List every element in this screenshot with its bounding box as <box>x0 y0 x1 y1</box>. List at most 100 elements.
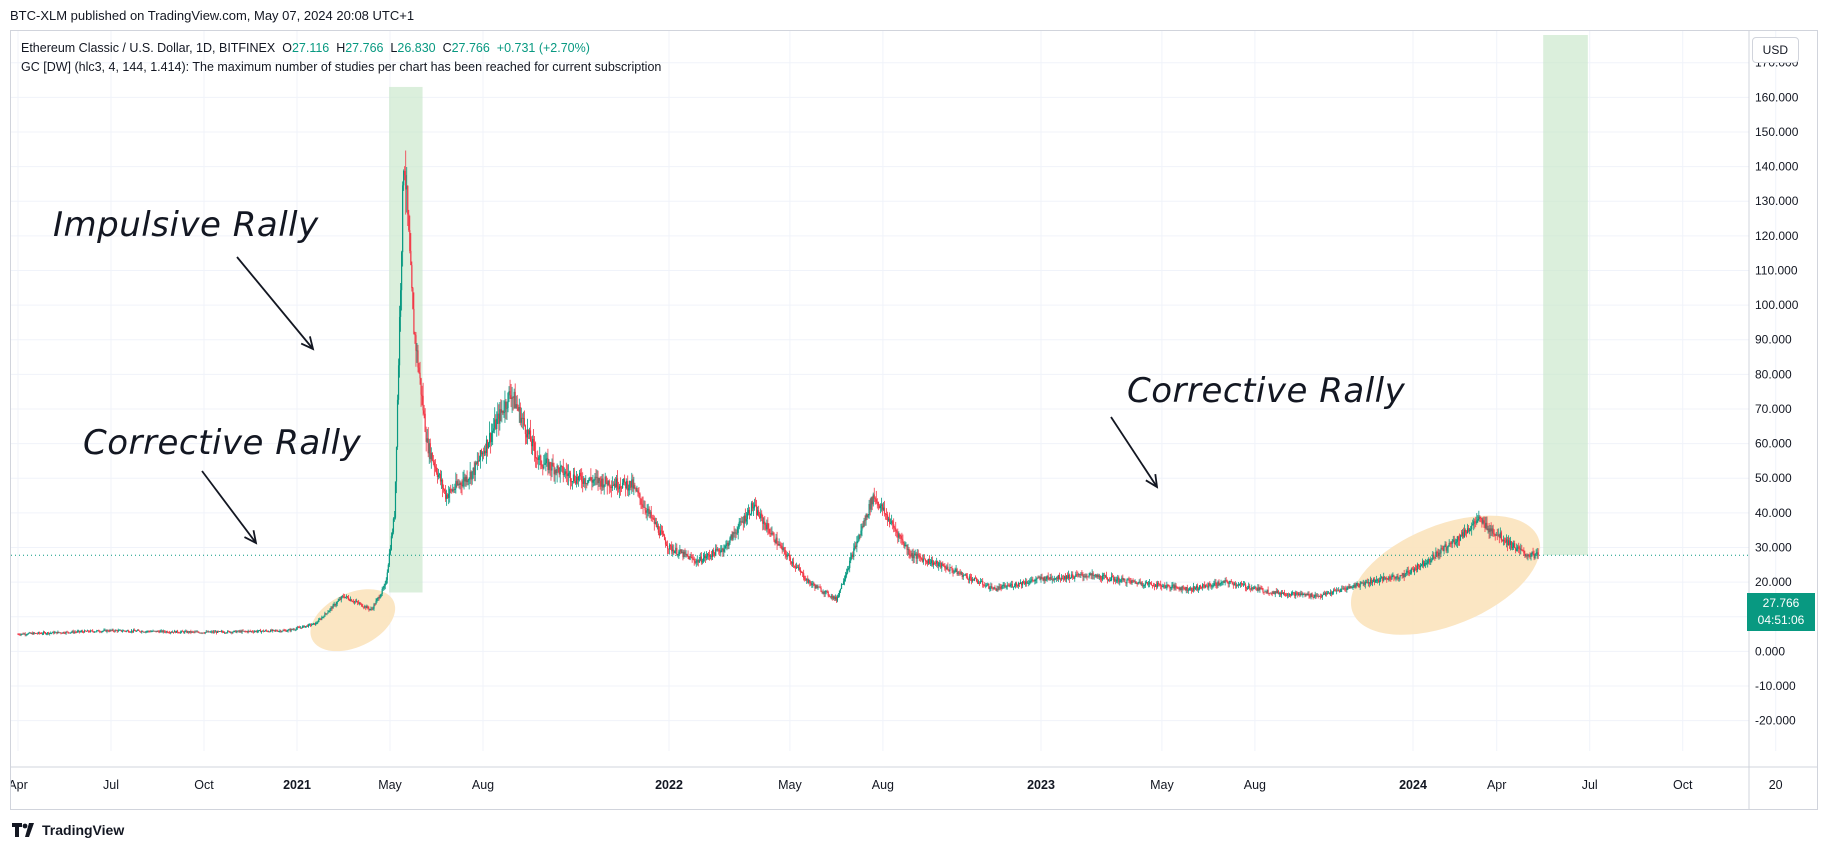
candle-body <box>984 585 986 587</box>
candle-body <box>20 634 22 635</box>
candle-body <box>1421 561 1424 565</box>
candle-body <box>433 462 435 467</box>
candle-body <box>742 521 744 524</box>
candle-body <box>306 625 309 627</box>
candle-body <box>1003 584 1005 586</box>
candle-body <box>882 507 885 510</box>
candle-body <box>1018 582 1021 584</box>
candle-body <box>362 606 364 608</box>
study-line[interactable]: GC [DW] (hlc3, 4, 144, 1.414): The maxim… <box>21 60 662 74</box>
candle-body <box>718 549 720 552</box>
candle-body <box>429 443 431 460</box>
candle-body <box>611 485 613 489</box>
candle-body <box>354 601 357 603</box>
candle-body <box>443 489 446 491</box>
candle-body <box>289 629 291 631</box>
candle-body <box>47 632 49 634</box>
candle-body <box>907 549 909 550</box>
candle-body <box>1146 582 1148 585</box>
candle-body <box>777 544 779 546</box>
candle-body <box>792 561 795 566</box>
candle-body <box>117 630 119 632</box>
candle-body <box>183 631 185 633</box>
candle-body <box>226 632 228 634</box>
candle-body <box>371 608 373 610</box>
candle-body <box>53 631 55 634</box>
candle-body <box>560 466 562 468</box>
candle-body <box>162 630 164 633</box>
candle-body <box>866 514 868 518</box>
price-chart[interactable]: 170.000160.000150.000140.000130.000120.0… <box>11 31 1818 810</box>
candle-body <box>322 616 324 618</box>
candle-body <box>51 632 53 634</box>
candle-body <box>731 534 733 540</box>
candle-body <box>520 417 522 423</box>
candle-body <box>1493 533 1495 535</box>
candle-body <box>270 629 272 632</box>
candle-body <box>1385 577 1387 579</box>
candle-body <box>189 631 191 633</box>
candle-body <box>368 608 370 610</box>
candle-body <box>49 632 51 634</box>
candle-body <box>441 479 444 489</box>
candle-body <box>343 596 345 598</box>
candle-body <box>728 542 730 547</box>
candle-body <box>952 570 954 573</box>
candle-body <box>1496 534 1498 536</box>
candle-body <box>1218 581 1220 585</box>
candle-body <box>735 532 737 534</box>
candle-body <box>738 521 740 528</box>
candle-body <box>562 466 564 476</box>
candle-body <box>1110 576 1113 581</box>
candle-body <box>353 601 356 603</box>
candle-body <box>1109 580 1112 581</box>
candle-body <box>1331 592 1334 594</box>
candle-body <box>943 565 945 567</box>
candle-body <box>673 549 675 554</box>
candle-body <box>33 632 35 634</box>
candle-body <box>529 430 532 442</box>
candle-body <box>697 560 699 563</box>
candle-body <box>780 545 782 547</box>
candle-body <box>1052 579 1054 581</box>
candle-body <box>639 493 641 499</box>
chart-panel[interactable]: 170.000160.000150.000140.000130.000120.0… <box>10 30 1818 810</box>
candle-body <box>423 410 425 414</box>
candle-body <box>1140 582 1142 585</box>
candle-body <box>865 514 867 521</box>
candle-body <box>470 471 472 480</box>
candle-body <box>1395 577 1397 579</box>
candle-body <box>1008 585 1010 587</box>
candle-body <box>815 585 817 589</box>
candle-body <box>1364 581 1366 585</box>
annotation-corrective-rally-right: Corrective Rally <box>1127 371 1406 411</box>
candle-body <box>64 633 66 634</box>
tradingview-brand[interactable]: TradingView <box>12 822 124 838</box>
candle-body <box>1528 554 1530 557</box>
candle-body <box>1334 590 1336 592</box>
candle-body <box>1158 582 1160 584</box>
candle-body <box>635 487 637 491</box>
candle-body <box>942 563 944 566</box>
candle-body <box>613 483 616 486</box>
candle-body <box>1519 547 1521 550</box>
candle-body <box>893 524 895 528</box>
candle-body <box>1035 579 1037 581</box>
candle-body <box>1060 578 1063 580</box>
candle-body <box>360 603 362 605</box>
candle-body <box>361 603 363 607</box>
candle-body <box>1239 583 1242 585</box>
candle-body <box>1287 594 1290 596</box>
symbol-name[interactable]: Ethereum Classic / U.S. Dollar, 1D, BITF… <box>21 41 276 55</box>
candle-body <box>1178 588 1180 590</box>
candle-body <box>834 597 836 599</box>
candle-body <box>260 631 263 633</box>
candle-body <box>1101 575 1103 580</box>
currency-button[interactable]: USD <box>1751 37 1799 63</box>
candle-body <box>486 439 489 449</box>
candle-body <box>1491 528 1493 532</box>
candle-body <box>608 480 610 487</box>
candle-body <box>1108 579 1111 581</box>
candle-body <box>52 631 54 633</box>
candle-body <box>369 609 371 610</box>
